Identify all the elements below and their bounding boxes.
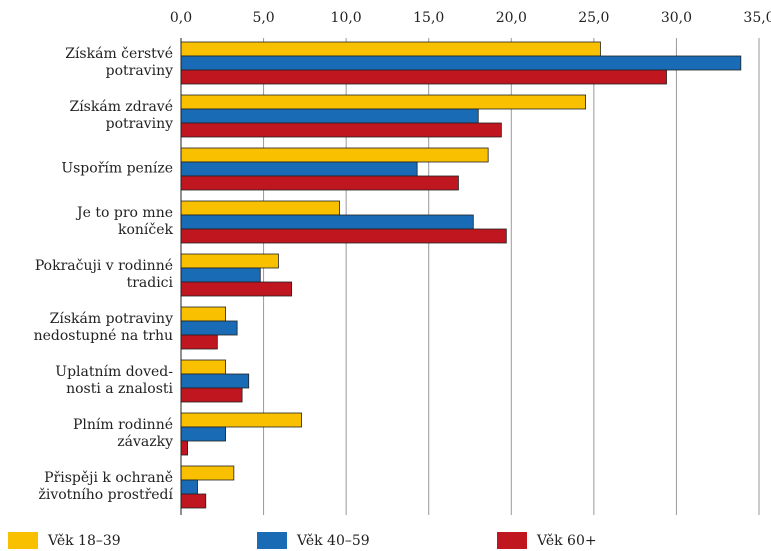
category-label: Uplatním doved-nosti a znalosti	[55, 364, 173, 397]
bar	[180, 122, 502, 138]
bar	[180, 320, 238, 336]
bar	[180, 147, 489, 163]
bar	[180, 334, 218, 350]
bar	[180, 94, 587, 110]
x-tick-label: 15,0	[413, 10, 444, 26]
bar	[180, 69, 667, 85]
bar	[180, 228, 507, 244]
bar	[180, 55, 742, 71]
bar	[180, 200, 340, 216]
bar	[180, 493, 207, 509]
legend-swatch	[257, 532, 287, 549]
bar	[180, 479, 198, 495]
bar	[180, 359, 226, 375]
bar	[180, 412, 302, 428]
x-tick-label: 20,0	[496, 10, 527, 26]
category-label: Uspořím peníze	[61, 161, 173, 177]
x-tick-label: 10,0	[331, 10, 362, 26]
bar	[180, 108, 479, 124]
bar	[180, 306, 226, 322]
x-tick-label: 30,0	[661, 10, 692, 26]
bar	[180, 161, 418, 177]
bar	[180, 387, 243, 403]
bar	[180, 281, 293, 297]
x-tick-label: 25,0	[578, 10, 609, 26]
bar	[180, 41, 601, 57]
legend-label: Věk 60+	[536, 533, 597, 549]
category-label: Je to pro mne koníček	[75, 205, 173, 238]
x-tick-label: 5,0	[252, 10, 274, 26]
x-tick-label: 35,0	[743, 10, 771, 26]
legend-swatch	[8, 532, 38, 549]
category-label: Plním rodinné závazky	[73, 417, 173, 450]
legend-swatch	[497, 532, 527, 549]
bar	[180, 440, 189, 456]
bar	[180, 214, 474, 230]
x-tick-label: 0,0	[170, 10, 192, 26]
bar	[180, 465, 235, 481]
legend-label: Věk 18–39	[47, 533, 121, 549]
category-label: Získám zdravé potraviny	[69, 99, 173, 132]
legend-label: Věk 40–59	[296, 533, 370, 549]
category-label: Získám potraviny nedostupné na trhu	[34, 311, 173, 344]
category-label: Přispěji k ochraně životního prostředí	[38, 470, 173, 503]
bar	[180, 175, 459, 191]
bar	[180, 426, 226, 442]
bar	[180, 267, 261, 283]
bar	[180, 373, 250, 389]
bar	[180, 253, 279, 269]
category-label: Pokračuji v rodinné tradici	[35, 258, 174, 291]
category-label: Získám čerstvé potraviny	[65, 46, 173, 79]
